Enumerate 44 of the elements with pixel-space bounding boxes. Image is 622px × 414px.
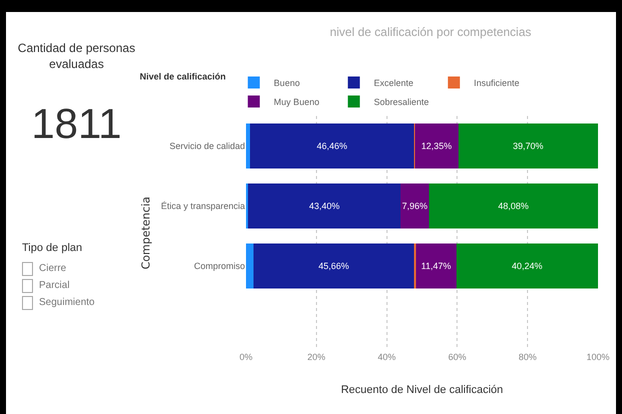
- x-tick-label: 100%: [586, 352, 610, 362]
- x-tick-label: 0%: [239, 352, 253, 362]
- bar: [248, 184, 401, 229]
- x-tick-label: 40%: [378, 352, 396, 362]
- data-label: 43,40%: [309, 201, 340, 212]
- data-label: 11,47%: [421, 261, 451, 272]
- bar: [458, 124, 598, 169]
- legend-label: Muy Bueno: [274, 97, 320, 108]
- x-tick-label: 20%: [307, 352, 326, 362]
- y-tick-label: Servicio de calidad: [169, 141, 245, 152]
- bar: [250, 124, 414, 169]
- bar: [253, 244, 414, 289]
- bar: [414, 124, 458, 169]
- legend-label: Excelente: [374, 78, 414, 88]
- text: 1811: [30, 100, 123, 148]
- chart-title: nivel de calificación por competencias: [330, 24, 532, 39]
- data-label: 45,66%: [318, 261, 350, 272]
- legend-title: Nivel de calificación: [140, 72, 226, 82]
- data-label: 46,46%: [316, 141, 348, 152]
- bar: [416, 244, 456, 289]
- text: Seguimiento: [39, 297, 95, 308]
- x-tick-label: 80%: [518, 352, 537, 362]
- x-tick-label: 60%: [448, 352, 466, 362]
- text: Cantidad de personas evaluadas: [16, 40, 136, 72]
- bar: [456, 244, 598, 289]
- bar: [428, 184, 598, 229]
- legend-label: Sobresaliente: [374, 97, 429, 108]
- legend-label: Insuficiente: [474, 78, 520, 88]
- bar: [246, 124, 250, 169]
- text: Tipo de plan: [22, 242, 84, 254]
- bar: [246, 244, 254, 289]
- text: Cierre: [39, 263, 66, 274]
- y-axis-title: Competencia: [140, 196, 153, 270]
- legend-label: Bueno: [274, 78, 300, 88]
- x-axis-title: Recuento de Nivel de calificación: [340, 384, 504, 396]
- text: Parcial: [39, 280, 70, 291]
- data-label: 39,70%: [512, 141, 544, 152]
- data-label: 7,96%: [402, 201, 428, 212]
- data-label: 12,35%: [421, 141, 452, 152]
- data-label: 40,24%: [512, 261, 542, 272]
- y-tick-label: Ética y transparencia: [160, 201, 245, 212]
- bar: [400, 184, 429, 229]
- y-tick-label: Compromiso: [194, 261, 245, 272]
- data-label: 48,08%: [498, 201, 529, 212]
